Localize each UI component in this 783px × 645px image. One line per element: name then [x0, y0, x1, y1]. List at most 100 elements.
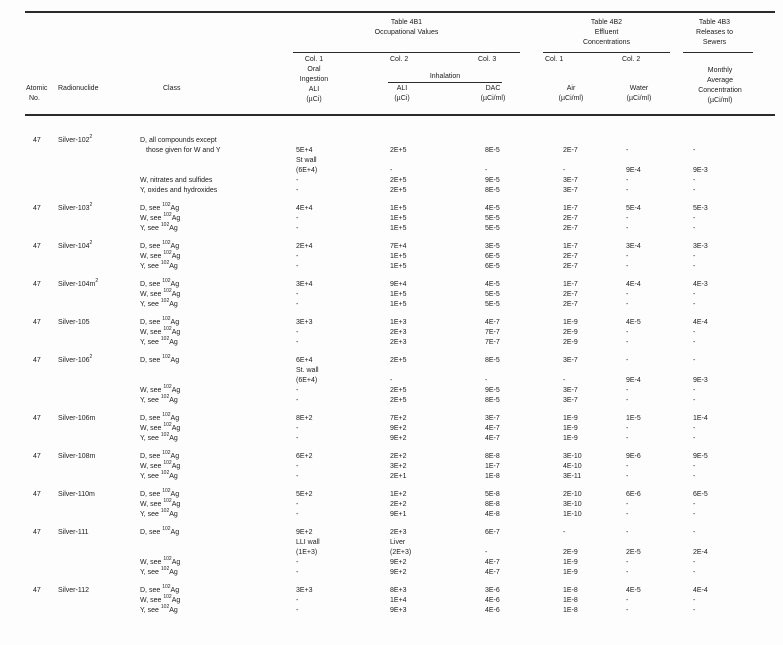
atomic-no-cell — [25, 472, 58, 482]
atomic-no-cell: 47 — [33, 243, 41, 250]
air-effluent-cell: 2E-9 — [563, 339, 578, 346]
sewer-release-cell: - — [693, 387, 696, 394]
inhalation-ali-cell: 2E+5 — [390, 147, 407, 154]
water-effluent-cell — [626, 366, 693, 376]
inhalation-ali-cell: 9E+3 — [390, 607, 407, 614]
water-effluent-cell — [626, 538, 693, 548]
table-row: (1E+3) (2E+3) - 2E-9 2E-5 2E-4 — [25, 548, 775, 558]
dac-cell — [485, 136, 563, 146]
radionuclide-cell — [58, 596, 140, 606]
radionuclide-cell — [58, 338, 140, 348]
inhalation-ali-cell: 2E+1 — [390, 473, 407, 480]
air-effluent-cell: 3E-10 — [563, 501, 582, 508]
water-effluent-cell: - — [626, 291, 629, 298]
inhalation-ali-cell — [390, 156, 485, 166]
class-cell: W, see 102Ag — [140, 460, 181, 470]
class-cell: W, see 102Ag — [140, 422, 181, 432]
inhalation-ali-cell: 1E+5 — [390, 205, 407, 212]
class-cell: W, see 102Ag — [140, 288, 181, 298]
air-effluent-cell: 1E-9 — [563, 425, 578, 432]
radionuclide-cell — [58, 166, 140, 176]
water-effluent-cell: - — [626, 387, 629, 394]
table-row: 47 Silver-1022 D, all compounds except — [25, 135, 775, 146]
water-effluent-cell: 4E-4 — [626, 281, 641, 288]
oral-ali-cell: - — [296, 263, 299, 270]
sewer-release-cell: 1E-4 — [693, 415, 708, 422]
radionuclide-cell — [58, 176, 140, 186]
class-cell: Y, see 102Ag — [140, 394, 178, 404]
water-effluent-cell: 6E-6 — [626, 491, 641, 498]
inhalation-ali-cell: 8E+3 — [390, 587, 407, 594]
water-effluent-cell: - — [626, 569, 629, 576]
water-effluent-cell: - — [626, 263, 629, 270]
water-effluent-cell: - — [626, 187, 629, 194]
air-effluent-cell: 3E-10 — [563, 453, 582, 460]
water-effluent-cell: - — [626, 463, 629, 470]
table-row: W, see 102Ag - 1E+5 5E-5 2E-7 - - — [25, 288, 775, 300]
inhalation-ali-cell: 2E+2 — [390, 453, 407, 460]
air-effluent-cell: 2E-7 — [563, 301, 578, 308]
atomic-no-header: Atomic No. — [26, 84, 47, 104]
table-4b2-title: Table 4B2 Effluent Concentrations — [543, 18, 670, 48]
inhalation-rule — [388, 82, 502, 83]
sewer-release-cell: - — [693, 463, 696, 470]
inh-ali-unit-label: (µCi) — [394, 95, 410, 102]
radionuclide-cell — [58, 224, 140, 234]
dac-label: DAC — [485, 85, 501, 92]
sewer-release-cell: - — [693, 339, 696, 346]
top-rule — [25, 11, 775, 13]
table-row: Y, see 102Ag - 2E+1 1E-8 3E-11 - - — [25, 471, 775, 482]
sewer-release-cell: - — [693, 215, 696, 222]
nuclide-block: 47 Silver-112 D, see 102Ag 3E+3 8E+3 3E-6 1E-8… — [25, 585, 775, 616]
oral-ali-cell: - — [296, 597, 299, 604]
radionuclide-cell — [58, 300, 140, 310]
sewer-release-cell: - — [693, 253, 696, 260]
class-cell — [140, 538, 296, 548]
sewer-release-cell: - — [693, 225, 696, 232]
class-cell: Y, see 102Ag — [140, 260, 178, 270]
atomic-no-cell — [25, 462, 58, 472]
air-effluent-cell: 1E-8 — [563, 607, 578, 614]
class-cell: D, all compounds except — [140, 137, 217, 144]
sewer-release-cell: 2E-4 — [693, 549, 708, 556]
water-effluent-cell: 3E-4 — [626, 243, 641, 250]
water-effluent-cell — [626, 156, 693, 166]
class-cell: Y, see 102Ag — [140, 298, 178, 308]
nuclide-block: 47 Silver-108m D, see 102Ag 6E+2 2E+2 8E-8 3E-… — [25, 451, 775, 482]
dac-cell: 4E-7 — [485, 319, 500, 326]
table-row: St wall — [25, 156, 775, 166]
water-effluent-cell: - — [626, 215, 629, 222]
sewer-release-cell: 3E-3 — [693, 243, 708, 250]
dac-cell: 4E-6 — [485, 607, 500, 614]
oral-ali-cell: - — [296, 463, 299, 470]
nuclide-block: 47 Silver-1032 D, see 102Ag 4E+4 1E+5 4E-5 1E-… — [25, 203, 775, 234]
inhalation-ali-cell: 9E+2 — [390, 435, 407, 442]
atomic-no-cell — [25, 186, 58, 196]
class-cell — [140, 366, 296, 376]
table-4b3-title: Table 4B3 Releases to Sewers — [671, 18, 758, 48]
radionuclide-cell: Silver-104m2 — [58, 278, 99, 288]
atomic-no-cell — [25, 146, 58, 156]
table-row: (6E+4) - - - 9E-4 9E-3 — [25, 376, 775, 386]
water-effluent-cell: 4E-5 — [626, 319, 641, 326]
col1-label: Col. 1 — [304, 56, 324, 63]
air-effluent-cell: 1E-7 — [563, 205, 578, 212]
atomic-no-cell — [25, 376, 58, 386]
class-cell: D, see 102Ag — [140, 354, 180, 364]
inhalation-ali-cell: 2E+5 — [390, 187, 407, 194]
sewer-release-cell: - — [693, 187, 696, 194]
atomic-no-cell — [25, 366, 58, 376]
water-unit-label: (µCi/ml) — [626, 95, 652, 102]
dac-cell: 4E-8 — [485, 511, 500, 518]
oral-ali-cell: - — [296, 253, 299, 260]
table-row: W, see 102Ag - 1E+4 4E-6 1E-8 - - — [25, 595, 775, 606]
sewer-release-cell: 9E-5 — [693, 453, 708, 460]
sewer-release-cell: 4E-4 — [693, 319, 708, 326]
table-row: 47 Silver-104m2 D, see 102Ag 3E+4 9E+4 4E-5 1E… — [25, 278, 775, 290]
table-row: W, see 102Ag - 2E+2 8E-8 3E-10 - - — [25, 499, 775, 510]
oral-ali-cell: (6E+4) — [296, 377, 318, 384]
oral-ali-cell: 6E+4 — [296, 357, 313, 364]
table-row: W, see 102Ag - 9E+2 4E-7 1E-9 - - — [25, 557, 775, 568]
sewer-release-cell: - — [693, 357, 696, 364]
class-cell: D, see 102Ag — [140, 316, 180, 326]
